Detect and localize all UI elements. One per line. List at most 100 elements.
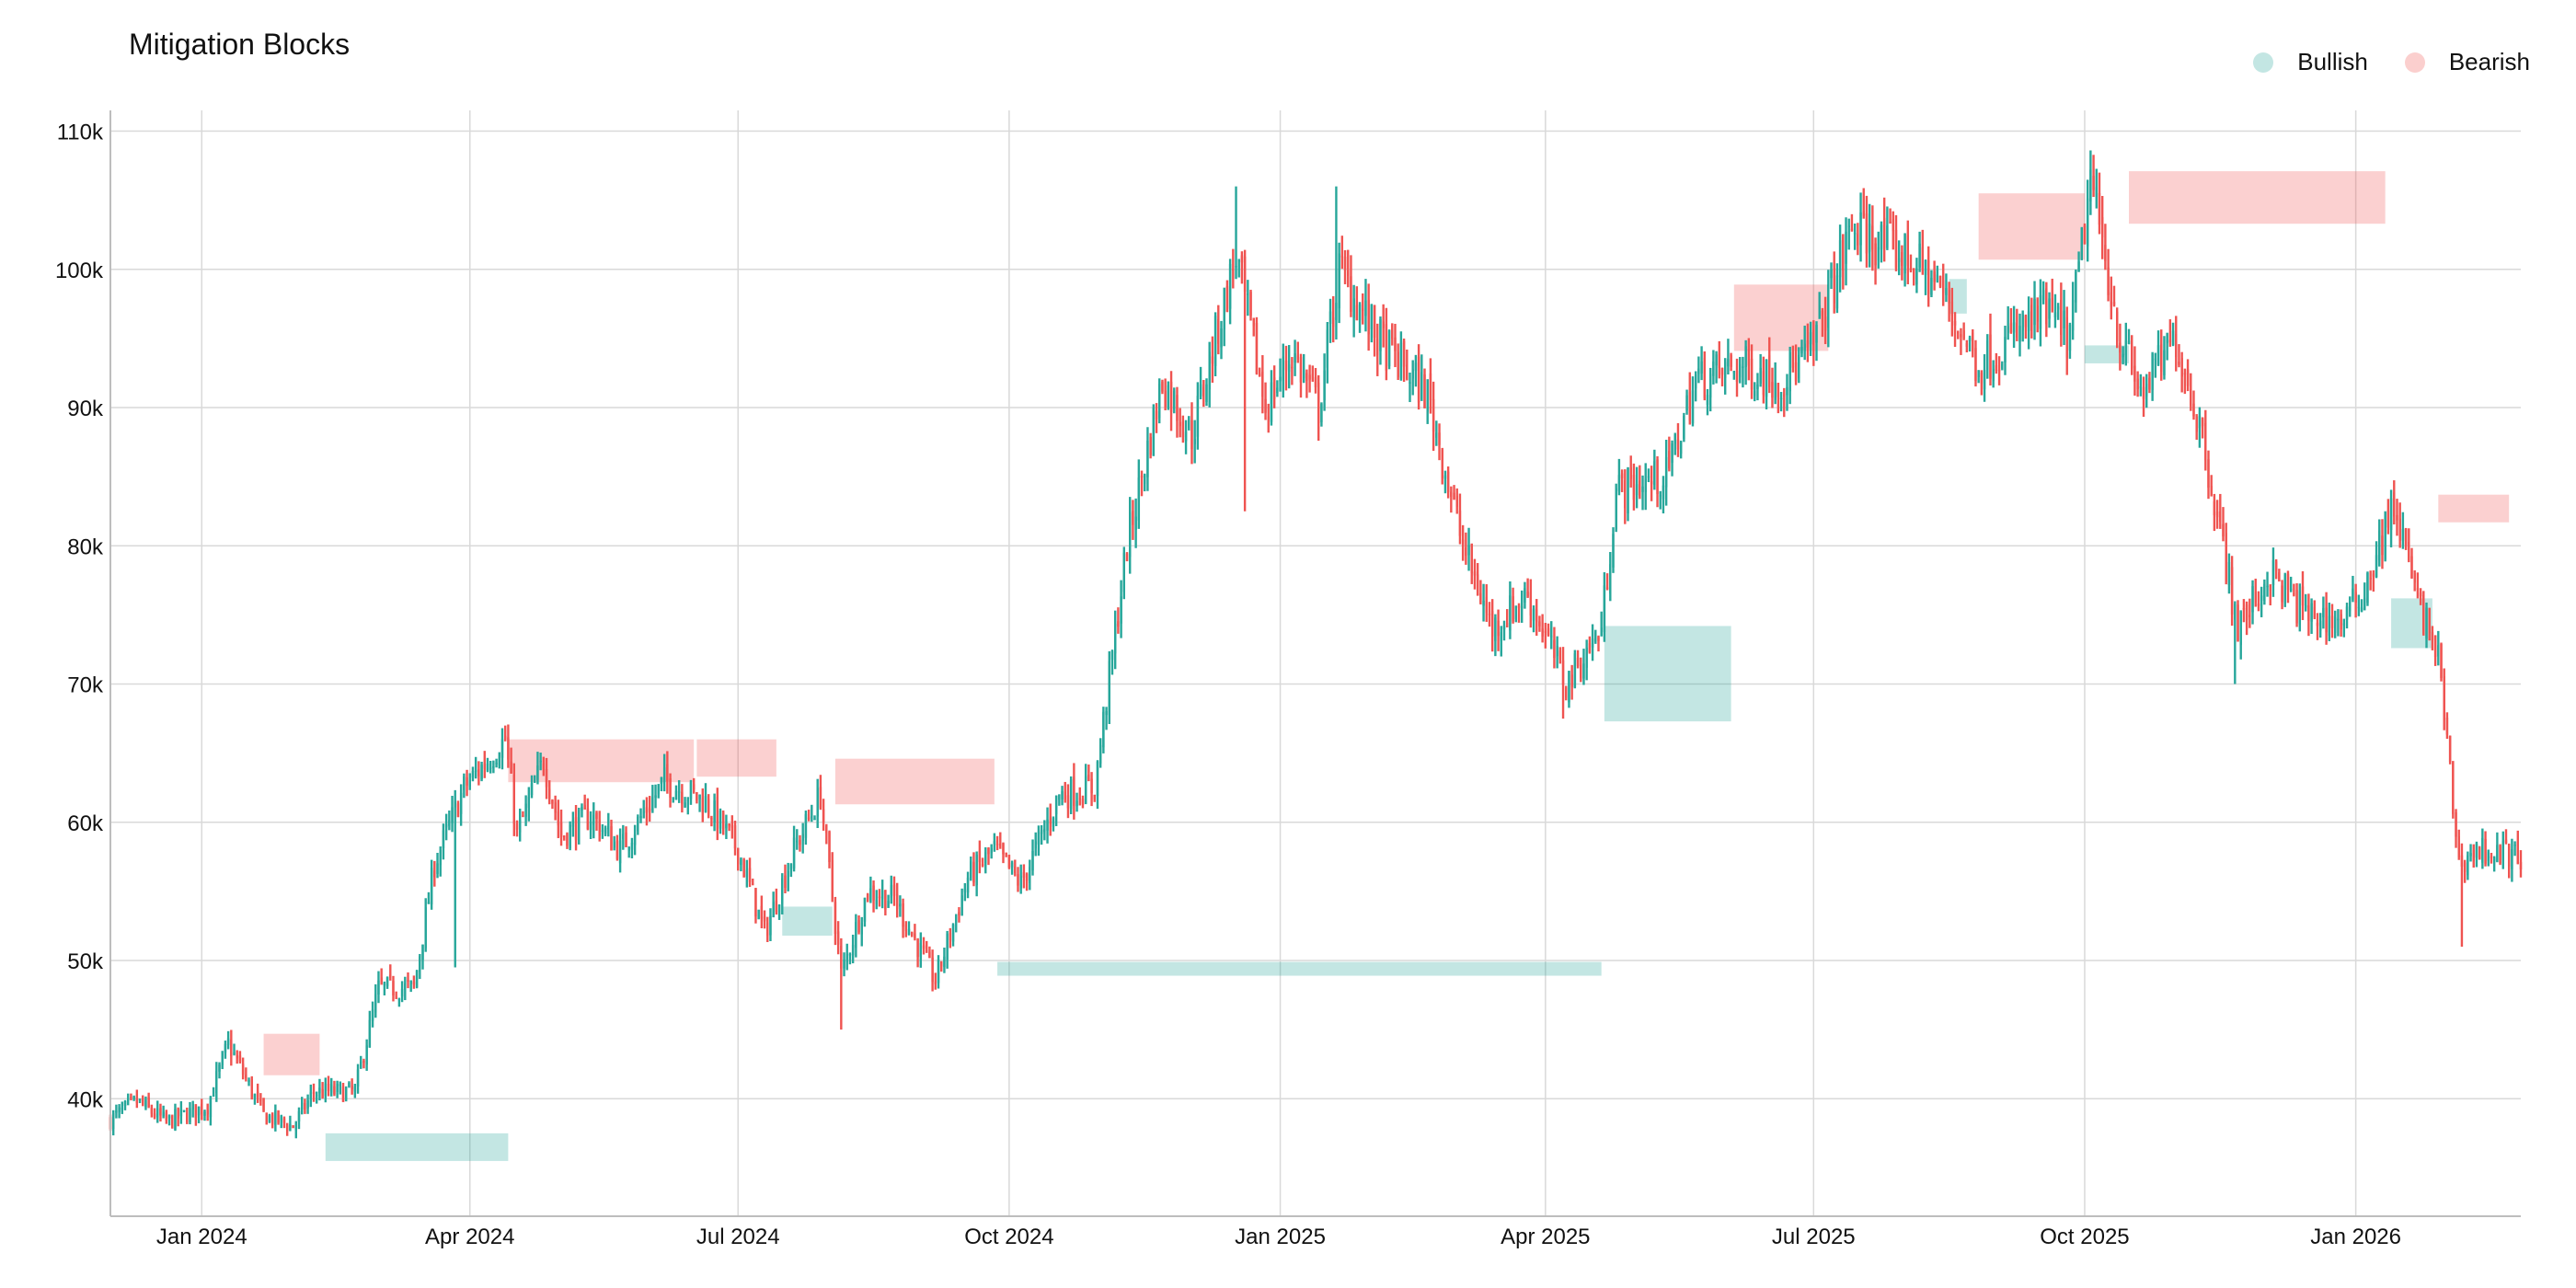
bearish-candle [2083, 224, 2087, 245]
bearish-candle [1308, 374, 1311, 380]
bearish-candle [1240, 255, 1244, 263]
bearish-candle [1450, 491, 1453, 497]
legend-item-bearish[interactable]: Bearish [2404, 48, 2530, 76]
bullish-candle [2063, 310, 2065, 328]
bullish-candle [454, 800, 456, 808]
bearish-candle [1025, 873, 1029, 881]
bullish-candle [539, 760, 542, 763]
y-tick-label: 110k [57, 121, 104, 145]
bearish-candle [1703, 357, 1706, 398]
bearish-candle [2457, 836, 2460, 857]
bullish-candle [604, 827, 607, 834]
bullish-candle [1029, 867, 1031, 883]
bullish-candle [1061, 791, 1064, 799]
bearish-candle [1373, 305, 1376, 339]
bearish-candle [701, 798, 704, 813]
bearish-candle [916, 938, 919, 958]
bullish-candle [1326, 329, 1329, 368]
bullish-candle [280, 1116, 282, 1121]
bullish-candle [115, 1110, 118, 1113]
bullish-candle [1120, 596, 1122, 624]
bullish-candle [578, 810, 581, 845]
bearish-candle [2045, 288, 2048, 325]
bullish-candle [2513, 844, 2516, 846]
bullish-candle [875, 900, 878, 904]
bullish-candle [1054, 795, 1058, 815]
bullish-candle [2492, 857, 2496, 862]
bullish-candle [1727, 359, 1730, 367]
bearish-candle [165, 1112, 168, 1121]
bearish-candle [1022, 872, 1026, 879]
bearish-candle [2112, 302, 2116, 305]
bullish-candle [1886, 225, 1889, 248]
bullish-candle [2401, 528, 2405, 541]
bullish-candle [2467, 855, 2469, 876]
bearish-candle [1232, 269, 1235, 270]
bullish-candle [863, 898, 867, 922]
bearish-candle [466, 777, 468, 786]
bullish-candle [415, 970, 419, 988]
bearish-candle [595, 812, 598, 819]
bullish-candle [787, 870, 789, 891]
bearish-candle [510, 761, 512, 774]
bearish-candle [2330, 615, 2334, 628]
bearish-candle [2472, 850, 2475, 862]
legend-item-bullish[interactable]: Bullish [2253, 48, 2368, 76]
bearish-candle [2160, 344, 2163, 373]
bearish-candle [1132, 511, 1134, 525]
bearish-candle [2215, 512, 2219, 518]
bullish-candle [385, 977, 389, 986]
bullish-candle [1685, 395, 1688, 411]
bullish-candle [1968, 337, 1972, 341]
bearish-candle [1576, 658, 1580, 666]
bearish-candle [1997, 369, 2001, 372]
bullish-candle [1880, 224, 1883, 250]
bullish-candle [955, 914, 958, 923]
bullish-candle [2469, 853, 2472, 857]
bearish-candle [1783, 394, 1786, 397]
bullish-candle [1084, 776, 1087, 804]
bearish-candle [2452, 761, 2455, 814]
bullish-candle [209, 1097, 213, 1118]
bullish-candle [1370, 305, 1374, 329]
bullish-candle [1532, 608, 1535, 621]
x-tick-label: Apr 2024 [425, 1225, 514, 1249]
bullish-candle [2271, 559, 2275, 585]
bullish-candle [442, 830, 445, 848]
bearish-candle [878, 896, 881, 899]
bearish-candle [645, 807, 649, 813]
bullish-candle [1992, 368, 1995, 382]
bullish-candle [654, 795, 657, 799]
bearish-candle [407, 980, 409, 983]
bullish-candle [769, 915, 772, 936]
legend: Bullish Bearish [2216, 48, 2530, 76]
bullish-candle [468, 780, 471, 788]
bearish-candle [1965, 343, 1969, 347]
bullish-candle [1514, 605, 1518, 619]
bullish-candle [1627, 467, 1629, 513]
bearish-candle [2393, 492, 2396, 517]
bullish-candle [725, 823, 728, 829]
bullish-candle [1521, 606, 1524, 608]
bullish-candle [2352, 588, 2354, 600]
bearish-candle [142, 1098, 144, 1105]
bearish-candle [2281, 585, 2283, 603]
bearish-candle [1005, 852, 1007, 857]
bearish-candle [1362, 308, 1364, 311]
bullish-candle [2304, 604, 2307, 608]
bearish-candle [542, 763, 546, 770]
bullish-candle [306, 1100, 309, 1109]
bullish-candle [657, 784, 660, 795]
bullish-candle [374, 994, 377, 1013]
bullish-candle [1524, 588, 1526, 603]
bearish-candle [2478, 847, 2481, 859]
bullish-candle [975, 855, 978, 886]
bearish-zone [1978, 193, 2085, 260]
bearish-candle [1605, 587, 1609, 590]
y-tick-label: 70k [67, 673, 104, 698]
bullish-candle [860, 922, 863, 935]
bullish-candle [2251, 586, 2254, 613]
bullish-candle [1040, 830, 1043, 834]
bullish-candle [2071, 300, 2075, 331]
